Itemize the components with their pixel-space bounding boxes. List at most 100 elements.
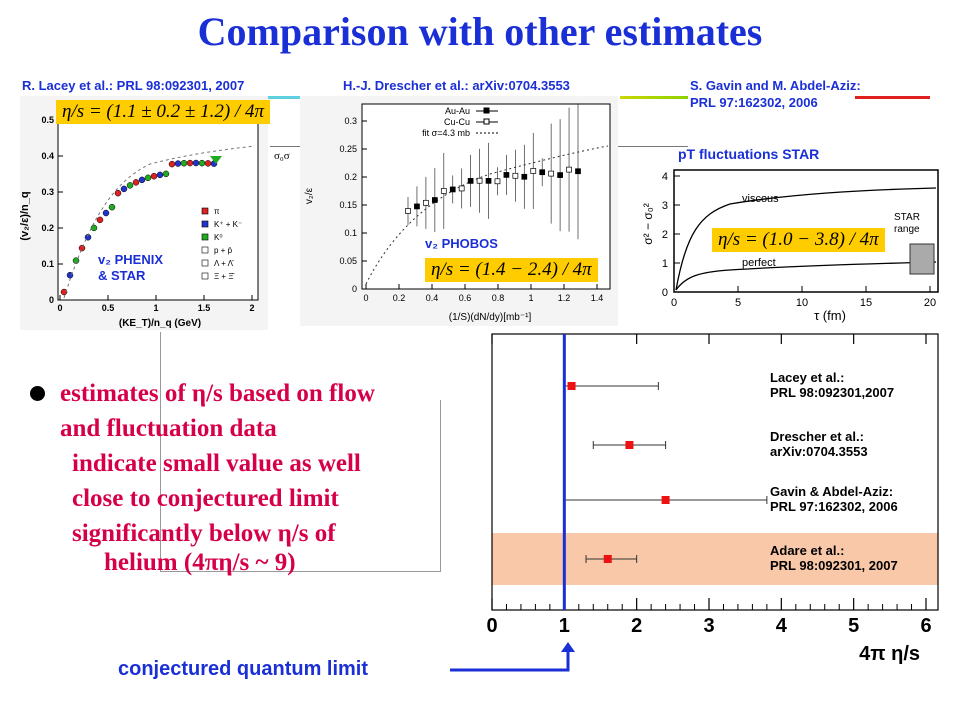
arrow-head	[561, 642, 575, 652]
star-ytick-label: 2	[662, 229, 668, 241]
estimate-marker	[603, 555, 612, 563]
estimate-marker	[661, 496, 670, 504]
phobos-xtick-label: 0.4	[426, 293, 439, 303]
phobos-ylabel: v₂/ε	[304, 187, 315, 204]
star-xtick-label: 15	[860, 297, 872, 309]
chart-xlabel: 4π η/s	[859, 643, 920, 665]
phenix-xtick-label: 1.5	[198, 303, 211, 313]
chart-xtick-label: 0	[486, 615, 497, 637]
panel-phobos: 0 0.05 0.1 0.15 0.2 0.25 0.3 0 0.2 0.4 0.6 0.8 1 1.2…	[300, 96, 618, 326]
phenix-legend-marker	[201, 272, 209, 280]
star-xtick-label: 0	[671, 297, 677, 309]
phenix-xtick-label: 0.5	[102, 303, 115, 313]
phobos-point	[431, 197, 438, 203]
star-ytick-label: 1	[662, 258, 668, 270]
chart-xtick-label: 1	[559, 615, 570, 637]
star-range-text-2: range	[894, 224, 920, 235]
chart-xtick-label: 2	[631, 615, 642, 637]
side-sigma-text: σ₀σ	[274, 150, 290, 162]
estimate-name: Lacey et al.:	[770, 370, 844, 385]
phenix-point	[138, 176, 146, 184]
estimate-name: Gavin & Abdel-Aziz:	[770, 484, 893, 499]
bullet-line-2: and fluctuation data	[60, 415, 277, 442]
left-divider-vertical	[160, 332, 161, 572]
phobos-legend-label: fit σ=4.3 mb	[422, 128, 470, 138]
formula-phobos: η/s = (1.4 − 2.4) / 4π	[425, 258, 598, 282]
chart-frame	[491, 333, 939, 611]
phenix-point	[204, 160, 212, 167]
phenix-xlabel: (KE_T)/n_q (GeV)	[119, 318, 201, 329]
phenix-point	[126, 182, 134, 189]
label-phenix-1: v₂ PHENIX	[98, 252, 164, 267]
phobos-ytick-label: 0.05	[339, 256, 357, 266]
phenix-point	[78, 244, 86, 252]
phobos-legend-label: Cu-Cu	[444, 117, 470, 127]
phobos-point	[566, 166, 572, 173]
phenix-point	[132, 179, 140, 186]
heading-pt-fluct: pT fluctuations STAR	[678, 146, 820, 162]
estimate-ref: PRL 98:092301,2007	[770, 385, 894, 400]
perfect-curve	[675, 261, 937, 291]
phobos-fit-curve	[365, 145, 609, 285]
phenix-point	[120, 185, 128, 193]
phobos-legend-marker	[483, 118, 490, 125]
phobos-legend-label: Au-Au	[445, 106, 470, 116]
star-range-text-1: STAR	[894, 212, 920, 223]
phenix-point	[192, 159, 200, 167]
phobos-point	[503, 172, 510, 178]
phobos-point	[476, 177, 483, 184]
phobos-point	[557, 172, 563, 178]
ref-underline-lacey	[268, 96, 302, 99]
phenix-legend-label: K⁺ + K⁻	[214, 220, 242, 229]
comparison-chart: 0 1 2 3 4 5 6 Lacey et al.:PRL 98:092301,2007 D…	[486, 333, 939, 665]
star-xtick-label: 5	[735, 297, 741, 309]
adare-band	[492, 533, 938, 585]
bullet-line-4: close to conjectured limit	[72, 485, 339, 512]
phobos-xtick-label: 0.2	[393, 293, 406, 303]
phobos-xtick-label: 0	[363, 293, 368, 303]
chart-xtick-label: 6	[920, 615, 931, 637]
phenix-xtick-label: 0	[57, 303, 62, 313]
phobos-point	[521, 173, 528, 180]
phenix-legend-label: Λ + Λ̄	[214, 259, 235, 268]
right-divider-vertical	[440, 400, 441, 572]
estimate-marker	[567, 382, 576, 390]
phenix-legend-label: K⁰	[214, 233, 223, 242]
phenix-ytick-label: 0.4	[41, 151, 54, 161]
phenix-point	[102, 209, 110, 217]
phobos-point	[467, 178, 474, 184]
viscous-text: viscous	[742, 193, 779, 205]
phobos-xtick-label: 0.8	[492, 293, 505, 303]
bullet-dot	[30, 386, 45, 401]
chart-xtick-label: 3	[703, 615, 714, 637]
phobos-xtick-label: 1.2	[558, 293, 571, 303]
arrow-path	[450, 648, 570, 672]
phenix-ytick-label: 0.2	[41, 223, 54, 233]
phenix-legend-marker	[201, 233, 209, 241]
phenix-point	[90, 224, 98, 232]
phobos-point	[458, 185, 465, 192]
phenix-point	[60, 288, 68, 296]
chart-xtick-label: 5	[848, 615, 859, 637]
phobos-xlabel: (1/S)(dN/dy)[mb⁻¹]	[449, 312, 532, 323]
phenix-plot: 0 0.1 0.2 0.3 0.4 0.5 0 0.5 1 1.5 2 (v₂/ε)/n_q (K…	[19, 103, 259, 329]
phenix-legend-marker	[201, 246, 209, 254]
estimate-marker	[625, 441, 634, 449]
limit-label: conjectured quantum limit	[118, 658, 369, 680]
phobos-point	[423, 199, 429, 206]
star-xtick-label: 10	[796, 297, 808, 309]
phobos-point	[405, 208, 411, 214]
plot-frame	[57, 103, 259, 301]
star-ylabel: σ² − σ₀²	[641, 203, 655, 244]
estimate-name: Adare et al.:	[770, 543, 844, 558]
phenix-point	[168, 160, 176, 168]
estimate-ref: arXiv:0704.3553	[770, 444, 868, 459]
estimate-ref: PRL 97:162302, 2006	[770, 499, 898, 514]
phobos-point	[414, 203, 420, 210]
phobos-ytick-label: 0.2	[344, 172, 357, 182]
star-xlabel: τ (fm)	[814, 308, 846, 323]
phobos-point	[440, 188, 447, 194]
bullet-line-6: helium (4πη/s ~ 9)	[104, 549, 296, 576]
star-range-box	[909, 243, 935, 275]
phenix-point	[96, 216, 104, 224]
